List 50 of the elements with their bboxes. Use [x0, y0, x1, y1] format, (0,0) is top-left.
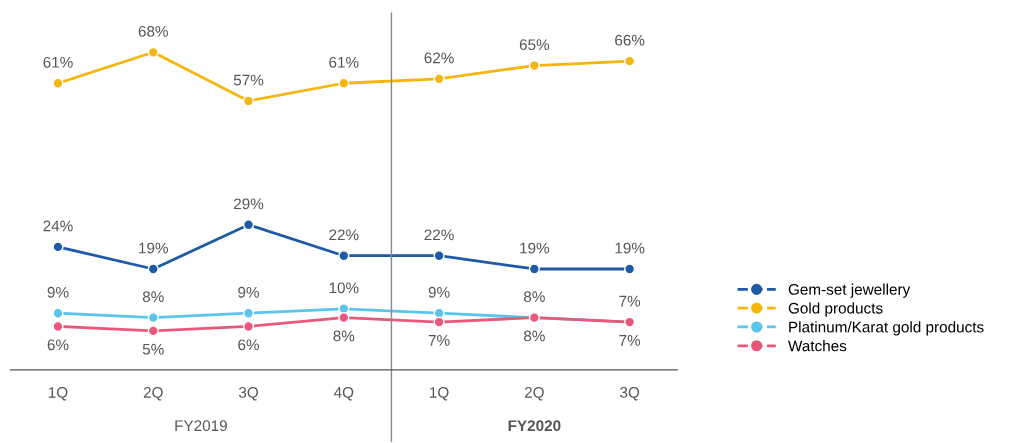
- point: [338, 77, 350, 89]
- data-label: 19%: [139, 242, 168, 254]
- data-label: 6%: [47, 339, 69, 351]
- data-label: 29%: [234, 198, 264, 210]
- x-tick-label: 2Q: [143, 386, 163, 401]
- text: FY2019: [175, 420, 227, 432]
- data-label: 61%: [43, 56, 73, 68]
- data-label: 22%: [329, 229, 359, 241]
- data-label: 19%: [615, 242, 645, 254]
- x-tick-label: 3Q: [620, 386, 640, 401]
- text: FY2020: [508, 420, 561, 432]
- data-label: 9%: [428, 286, 450, 298]
- data-label: 7%: [428, 335, 450, 346]
- legend-label: Watches: [788, 340, 847, 352]
- point: [433, 316, 445, 328]
- data-label: 65%: [519, 39, 550, 51]
- data-label: 9%: [238, 286, 260, 298]
- x-tick-label: 2Q: [524, 386, 544, 401]
- x-tick-label: 1Q: [48, 386, 68, 401]
- data-label: 9%: [47, 286, 69, 298]
- data-label: 24%: [43, 220, 73, 232]
- point: [528, 263, 540, 275]
- data-label: 7%: [619, 335, 641, 346]
- data-label: 22%: [424, 229, 454, 241]
- data-label: 19%: [520, 242, 550, 254]
- point: [147, 46, 159, 58]
- data-label: 8%: [333, 330, 355, 342]
- data-label: 10%: [329, 282, 359, 294]
- x-tick-label: 1Q: [430, 386, 449, 401]
- legend-label: Gem-set jewellery: [788, 283, 911, 298]
- data-label: 5%: [142, 343, 164, 355]
- point: [52, 77, 64, 89]
- data-label: 8%: [523, 330, 545, 342]
- point: [147, 263, 159, 275]
- point: [52, 307, 64, 319]
- data-label: 66%: [615, 34, 645, 46]
- data-label: 62%: [424, 52, 454, 64]
- x-tick-label: 3Q: [238, 386, 258, 401]
- data-label: 6%: [238, 339, 260, 351]
- data-label: 57%: [233, 74, 264, 86]
- data-label: 8%: [142, 291, 164, 303]
- legend-label: Platinum/Karat gold products: [789, 321, 984, 336]
- x-tick-label: 4Q: [333, 386, 354, 401]
- data-label: 7%: [619, 295, 641, 307]
- data-label: 61%: [329, 56, 359, 68]
- data-label: 8%: [523, 291, 545, 303]
- point: [528, 60, 540, 72]
- data-label: 68%: [138, 25, 168, 37]
- legend-label: Gold products: [788, 302, 883, 317]
- point: [242, 307, 255, 319]
